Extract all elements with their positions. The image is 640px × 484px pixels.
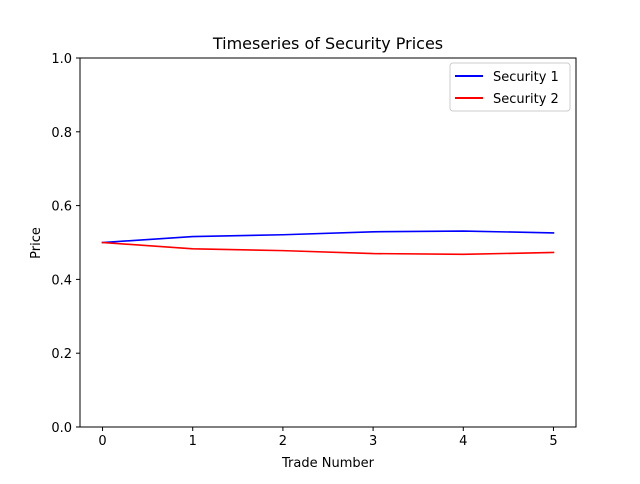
axes-frame <box>79 57 577 428</box>
legend-label-security-1: Security 1 <box>493 70 559 85</box>
x-tick-label: 5 <box>549 434 557 449</box>
y-tick-label: 0.4 <box>51 273 72 288</box>
plot-area <box>79 57 577 428</box>
x-tick-label: 2 <box>279 434 287 449</box>
x-tick-label: 0 <box>98 434 106 449</box>
y-tick-label: 1.0 <box>51 52 72 67</box>
y-tick-label: 0.6 <box>51 200 72 215</box>
x-tick-label: 1 <box>189 434 197 449</box>
y-tick-label: 0.8 <box>51 126 72 141</box>
y-tick-label: 0.2 <box>51 347 72 362</box>
x-tick-label: 3 <box>369 434 377 449</box>
series-layer <box>101 230 555 256</box>
legend: Security 1 Security 2 <box>449 62 571 112</box>
x-axis: 0 1 2 3 4 5 <box>98 427 558 449</box>
legend-label-security-2: Security 2 <box>493 92 559 107</box>
x-axis-label: Trade Number <box>281 456 375 471</box>
chart-title: Timeseries of Security Prices <box>212 34 443 53</box>
y-axis: 0.0 0.2 0.4 0.6 0.8 1.0 <box>51 52 80 436</box>
series-line-security-1 <box>101 230 555 244</box>
y-tick-label: 0.0 <box>51 421 72 436</box>
series-line-security-2 <box>101 241 555 256</box>
x-tick-label: 4 <box>459 434 467 449</box>
y-axis-label: Price <box>29 227 44 259</box>
